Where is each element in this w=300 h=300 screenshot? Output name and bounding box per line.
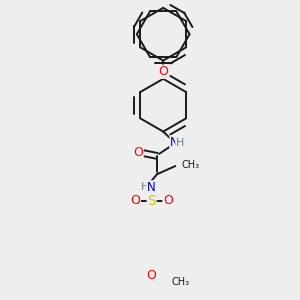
- Text: N: N: [147, 181, 156, 194]
- Text: N: N: [170, 136, 179, 149]
- Text: S: S: [147, 194, 156, 208]
- Text: H: H: [141, 182, 150, 192]
- Text: H: H: [176, 138, 184, 148]
- Text: O: O: [158, 65, 168, 78]
- Text: CH₃: CH₃: [182, 160, 200, 170]
- Text: O: O: [133, 146, 143, 159]
- Text: O: O: [147, 269, 157, 282]
- Text: CH₃: CH₃: [171, 277, 189, 287]
- Text: O: O: [130, 194, 140, 207]
- Text: O: O: [163, 194, 173, 207]
